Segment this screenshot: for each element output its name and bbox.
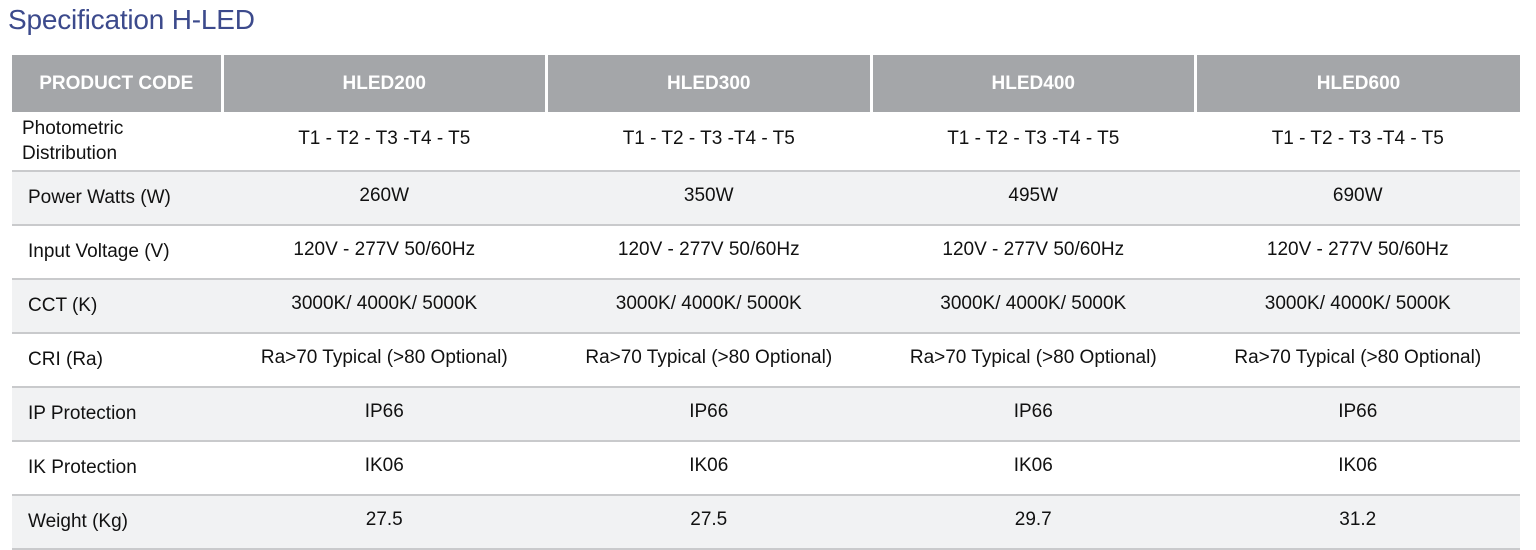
table-cell: Ra>70 Typical (>80 Optional) (222, 333, 547, 388)
table-cell: IK06 (546, 441, 871, 496)
table-cell: IP66 (222, 387, 547, 442)
table-row: CCT (K) 3000K/ 4000K/ 5000K 3000K/ 4000K… (12, 279, 1520, 334)
table-cell: Ra>70 Typical (>80 Optional) (1195, 333, 1520, 388)
page-title: Specification H-LED (8, 4, 255, 35)
row-label-cct: CCT (K) (12, 279, 222, 334)
row-label-weight: Weight (Kg) (12, 495, 222, 550)
table-row: IK Protection IK06 IK06 IK06 IK06 (12, 441, 1520, 496)
table-cell: IK06 (222, 441, 547, 496)
table-cell: 260W (222, 171, 547, 226)
table-row: Input Voltage (V) 120V - 277V 50/60Hz 12… (12, 225, 1520, 280)
table-cell: IK06 (1195, 441, 1520, 496)
table-row: Power Watts (W) 260W 350W 495W 690W (12, 171, 1520, 226)
table-cell: 120V - 277V 50/60Hz (222, 225, 547, 280)
table-cell: T1 - T2 - T3 -T4 - T5 (1195, 112, 1520, 172)
table-row: Weight (Kg) 27.5 27.5 29.7 31.2 (12, 495, 1520, 550)
header-hled600: HLED600 (1194, 55, 1520, 112)
table-header-row: PRODUCT CODE HLED200 HLED300 HLED400 HLE… (12, 55, 1520, 112)
table-cell: IK06 (871, 441, 1196, 496)
table-row: CRI (Ra) Ra>70 Typical (>80 Optional) Ra… (12, 333, 1520, 388)
row-label-input-voltage: Input Voltage (V) (12, 225, 222, 280)
table-cell: 31.2 (1195, 495, 1520, 550)
header-hled200: HLED200 (220, 55, 547, 112)
table-cell: IP66 (546, 387, 871, 442)
row-label-ik-protection: IK Protection (12, 441, 222, 496)
table-cell: 120V - 277V 50/60Hz (1195, 225, 1520, 280)
table-cell: Ra>70 Typical (>80 Optional) (546, 333, 871, 388)
table-cell: IP66 (871, 387, 1196, 442)
table-row: Photometric Distribution T1 - T2 - T3 -T… (12, 112, 1520, 172)
table-row: IP Protection IP66 IP66 IP66 IP66 (12, 387, 1520, 442)
table-cell: 27.5 (222, 495, 547, 550)
table-cell: T1 - T2 - T3 -T4 - T5 (871, 112, 1196, 172)
table-cell: 690W (1195, 171, 1520, 226)
table-cell: 27.5 (546, 495, 871, 550)
table-cell: 120V - 277V 50/60Hz (871, 225, 1196, 280)
row-label-cri: CRI (Ra) (12, 333, 222, 388)
table-cell: 3000K/ 4000K/ 5000K (546, 279, 871, 334)
table-cell: T1 - T2 - T3 -T4 - T5 (222, 112, 547, 172)
table-cell: 3000K/ 4000K/ 5000K (1195, 279, 1520, 334)
table-cell: 3000K/ 4000K/ 5000K (222, 279, 547, 334)
spec-table: PRODUCT CODE HLED200 HLED300 HLED400 HLE… (12, 55, 1520, 550)
table-cell: IP66 (1195, 387, 1520, 442)
header-product-code: PRODUCT CODE (12, 55, 222, 112)
table-cell: 3000K/ 4000K/ 5000K (871, 279, 1196, 334)
row-label-ip-protection: IP Protection (12, 387, 222, 442)
table-cell: 495W (871, 171, 1196, 226)
header-hled300: HLED300 (545, 55, 871, 112)
table-cell: 350W (546, 171, 871, 226)
table-cell: Ra>70 Typical (>80 Optional) (871, 333, 1196, 388)
table-cell: T1 - T2 - T3 -T4 - T5 (546, 112, 871, 172)
row-label-photometric-distribution: Photometric Distribution (12, 112, 222, 172)
header-hled400: HLED400 (869, 55, 1196, 112)
table-cell: 120V - 277V 50/60Hz (546, 225, 871, 280)
table-cell: 29.7 (871, 495, 1196, 550)
row-label-power-watts: Power Watts (W) (12, 171, 222, 226)
